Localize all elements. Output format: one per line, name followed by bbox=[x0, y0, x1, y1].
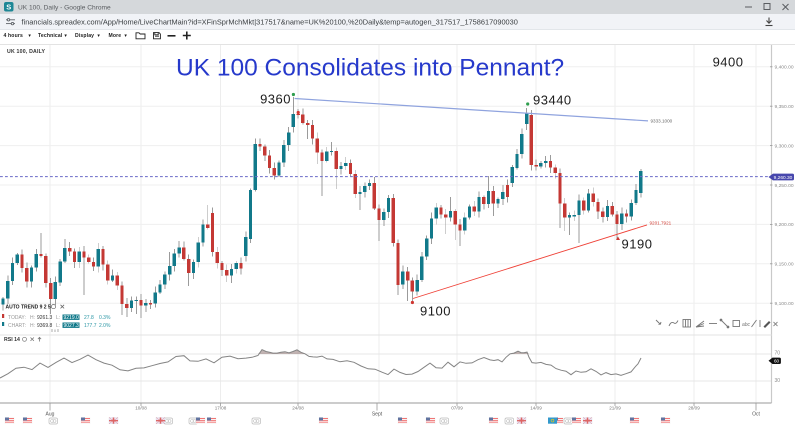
svg-text:30: 30 bbox=[775, 378, 781, 384]
svg-text:CHART:: CHART: bbox=[8, 323, 26, 329]
svg-text:9219.0: 9219.0 bbox=[64, 315, 80, 321]
svg-text:financials.spreadex.com/App/Ho: financials.spreadex.com/App/Home/LiveCha… bbox=[22, 17, 518, 26]
svg-text:9360: 9360 bbox=[260, 92, 291, 107]
svg-text:abc: abc bbox=[742, 322, 751, 328]
svg-text:27.8: 27.8 bbox=[84, 315, 94, 321]
svg-text:9333.1000: 9333.1000 bbox=[651, 119, 673, 124]
svg-text:17/08: 17/08 bbox=[215, 406, 227, 411]
svg-text:Technical: Technical bbox=[38, 33, 63, 39]
svg-text:9201.7921: 9201.7921 bbox=[650, 221, 672, 226]
svg-text:AUTO TREND 9 2 5: AUTO TREND 9 2 5 bbox=[6, 305, 51, 311]
svg-text:▼: ▼ bbox=[28, 33, 32, 38]
svg-text:Sept: Sept bbox=[372, 412, 383, 418]
svg-text:9,250.00: 9,250.00 bbox=[775, 183, 794, 189]
svg-text:9100: 9100 bbox=[420, 304, 451, 319]
svg-text:Aug: Aug bbox=[46, 412, 55, 418]
svg-text:9,300.00: 9,300.00 bbox=[775, 143, 794, 149]
svg-text:H:: H: bbox=[30, 323, 35, 329]
svg-text:10/08: 10/08 bbox=[135, 406, 147, 411]
svg-text:177.7: 177.7 bbox=[84, 323, 97, 329]
svg-text:4 hours: 4 hours bbox=[4, 33, 23, 39]
svg-text:9261.3: 9261.3 bbox=[37, 315, 53, 321]
svg-text:93440: 93440 bbox=[533, 93, 572, 108]
svg-text:H:: H: bbox=[30, 315, 35, 321]
svg-text:UK 100 Consolidates into Penna: UK 100 Consolidates into Pennant? bbox=[176, 55, 564, 82]
svg-text:70: 70 bbox=[775, 351, 781, 357]
svg-text:9,100.00: 9,100.00 bbox=[775, 301, 794, 307]
svg-text:60: 60 bbox=[774, 359, 780, 364]
svg-text:2.0%: 2.0% bbox=[99, 323, 111, 329]
svg-text:9369.8: 9369.8 bbox=[37, 323, 53, 329]
svg-text:▼: ▼ bbox=[124, 33, 128, 38]
svg-text:9,400.00: 9,400.00 bbox=[775, 65, 794, 71]
svg-text:9,260.30: 9,260.30 bbox=[774, 175, 793, 181]
svg-text:Oct: Oct bbox=[752, 412, 760, 418]
svg-text:9,150.00: 9,150.00 bbox=[775, 262, 794, 268]
svg-text:RSI 14: RSI 14 bbox=[4, 337, 20, 343]
svg-text:UK 100, Daily - Google Chrome: UK 100, Daily - Google Chrome bbox=[18, 5, 111, 12]
svg-text:28/09: 28/09 bbox=[688, 406, 700, 411]
svg-text:9190: 9190 bbox=[622, 237, 653, 252]
svg-text:24/08: 24/08 bbox=[292, 406, 304, 411]
svg-text:14/09: 14/09 bbox=[530, 406, 542, 411]
svg-text:UK 100, DAILY: UK 100, DAILY bbox=[7, 49, 45, 55]
svg-text:07/09: 07/09 bbox=[451, 406, 463, 411]
svg-text:9400: 9400 bbox=[713, 55, 744, 70]
svg-text:21/09: 21/09 bbox=[609, 406, 621, 411]
svg-text:▼: ▼ bbox=[64, 33, 68, 38]
svg-text:9,200.00: 9,200.00 bbox=[775, 222, 794, 228]
svg-text:Display: Display bbox=[75, 33, 94, 39]
svg-text:L:: L: bbox=[56, 315, 60, 321]
svg-text:More: More bbox=[109, 33, 122, 39]
svg-text:9027.3: 9027.3 bbox=[64, 323, 80, 329]
svg-text:▼: ▼ bbox=[97, 33, 101, 38]
svg-text:TODAY:: TODAY: bbox=[8, 315, 26, 321]
svg-text:L:: L: bbox=[56, 323, 60, 329]
svg-text:S: S bbox=[6, 3, 11, 12]
svg-text:9,350.00: 9,350.00 bbox=[775, 104, 794, 110]
svg-text:0.3%: 0.3% bbox=[99, 315, 111, 321]
